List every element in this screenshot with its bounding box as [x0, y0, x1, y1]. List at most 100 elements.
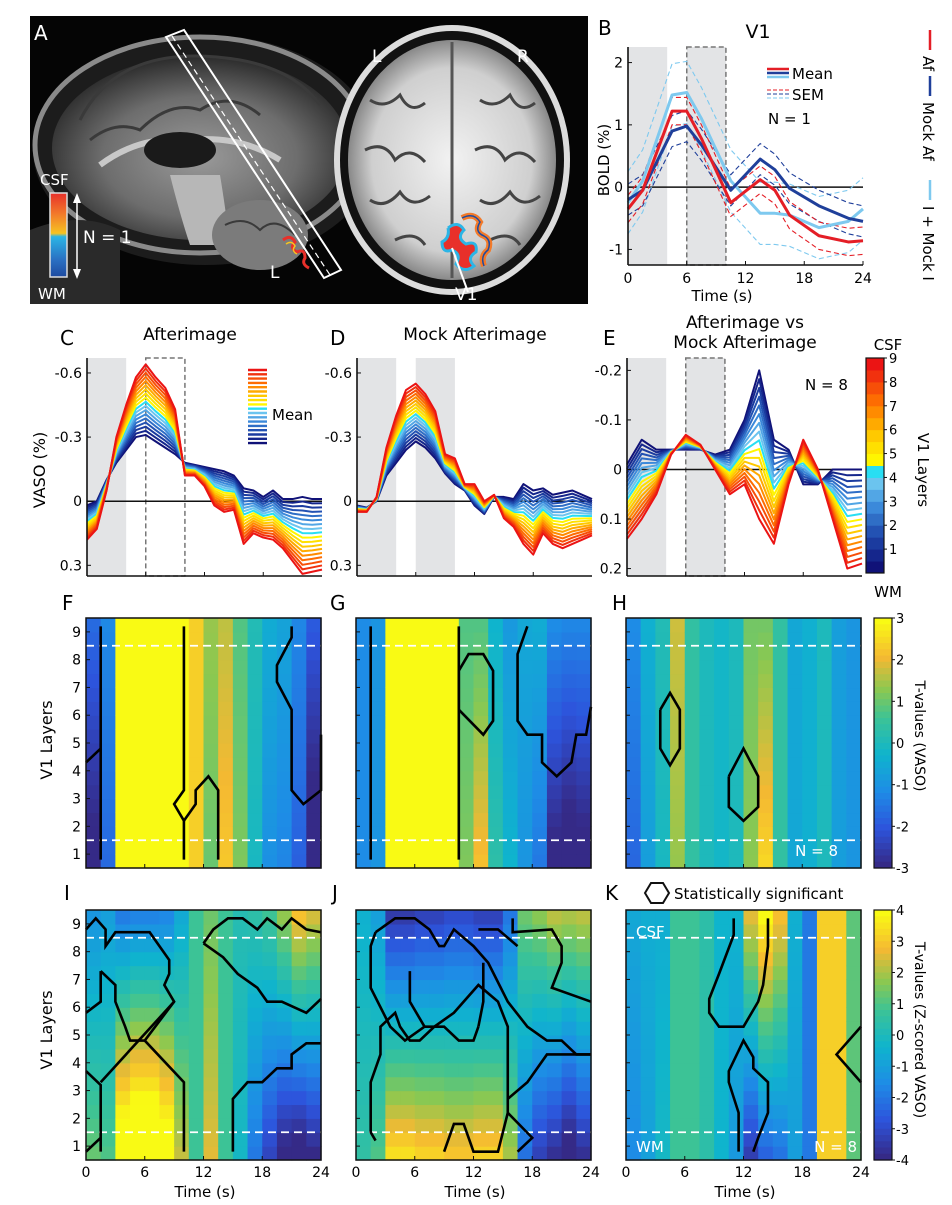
heatmap-cell	[488, 1076, 504, 1092]
heatmap-cell	[561, 1146, 577, 1161]
heatmap-cell	[385, 923, 401, 939]
heatmap-cell	[772, 1104, 789, 1119]
heatmap-cell	[203, 715, 219, 730]
y-tick-label: 2	[72, 819, 81, 835]
heatmap-cell	[488, 937, 504, 953]
heatmap-cell	[488, 729, 504, 744]
heatmap-cell	[532, 1007, 548, 1022]
heatmap-cell	[400, 756, 416, 772]
heatmap-cell	[262, 826, 278, 841]
heatmap-cell	[831, 756, 847, 772]
heatmap-cell	[306, 770, 322, 786]
heatmap-cell	[831, 937, 847, 953]
heatmap-cell	[846, 1048, 862, 1064]
heatmap-cell	[174, 1118, 190, 1133]
heatmap-cell	[787, 618, 803, 633]
heatmap-cell	[517, 993, 533, 1008]
heatmap-cell	[576, 1035, 592, 1050]
heatmap-cell	[502, 673, 519, 689]
heatmap-cell	[684, 631, 701, 647]
heatmap-cell	[429, 854, 445, 869]
heatmap-cell	[247, 1090, 263, 1106]
heatmap-cell	[699, 770, 715, 786]
heatmap-cell	[370, 1090, 386, 1106]
y-tick-label: 0	[613, 462, 622, 478]
heatmap-cell	[576, 798, 592, 814]
heatmap-cell	[517, 729, 533, 744]
heatmap-cell	[546, 1146, 563, 1161]
heatmap-cell	[743, 1048, 759, 1064]
heatmap-cell	[699, 631, 715, 647]
heatmap-cell	[546, 993, 563, 1008]
heatmap-cell	[385, 910, 401, 925]
heatmap-cell	[532, 826, 548, 841]
heatmap-cell	[546, 951, 563, 967]
heatmap-cell	[546, 826, 563, 841]
heatmap-cell	[728, 1062, 745, 1078]
heatmap-cell	[174, 618, 190, 633]
tvalue-colorbar-segment	[874, 1147, 892, 1155]
heatmap-cell	[787, 1118, 803, 1133]
heatmap-cell	[203, 659, 219, 675]
heatmap-cell	[276, 965, 293, 981]
heatmap-cell	[159, 1035, 175, 1050]
heatmap-cell	[684, 937, 701, 953]
heatmap-cell	[356, 840, 372, 855]
heatmap-cell	[444, 645, 460, 661]
heatmap-cell	[247, 798, 263, 814]
heatmap-cell	[100, 1118, 116, 1133]
x-tick-label: 18	[793, 1165, 811, 1181]
significance-contour	[506, 1053, 591, 1100]
sagittal-orientation-label: L	[270, 263, 280, 283]
heatmap-cell	[262, 715, 278, 730]
heatmap-cell	[772, 756, 789, 772]
heatmap-cell	[473, 659, 489, 675]
y-tick-label: 0	[73, 494, 82, 510]
heatmap-cell	[86, 729, 102, 744]
tvalue-colorbar-segment	[874, 935, 892, 942]
heatmap-cell	[203, 798, 219, 814]
tvalue-colorbar-segment	[874, 624, 892, 632]
heatmap-cell	[276, 1035, 293, 1050]
heatmap-cell	[291, 729, 307, 744]
layers-colorbar-tick-label: 2	[889, 519, 897, 534]
heatmap-cell	[370, 715, 386, 730]
heatmap-cell	[546, 673, 563, 689]
heatmap-cell	[802, 812, 818, 827]
heatmap-cell	[772, 854, 789, 869]
layers-colorbar-segment-4	[866, 525, 884, 538]
heatmap-cell	[306, 951, 322, 967]
heatmap-cell	[846, 812, 862, 827]
heatmap-cell	[626, 770, 642, 786]
heatmap-cell	[306, 659, 322, 675]
heatmap-cell	[400, 812, 416, 827]
heatmap-cell	[846, 1118, 862, 1133]
layer-line-6	[86, 413, 323, 522]
tvalue-colorbar-segment	[874, 674, 892, 682]
heatmap-cell	[144, 1146, 161, 1161]
significance-contour	[202, 942, 322, 1015]
heatmap-cell	[846, 715, 862, 730]
heatmap-cell	[130, 715, 146, 730]
heatmap-cell	[218, 937, 234, 953]
heatmap-cell	[546, 1132, 563, 1147]
heatmap-cell	[561, 812, 577, 827]
heatmap-cell	[728, 1076, 745, 1092]
heatmap-cell	[458, 1021, 475, 1036]
heatmap-cell	[831, 798, 847, 814]
heatmap-cell	[400, 1062, 416, 1078]
heatmap-cell	[532, 1104, 548, 1119]
heatmap-cell	[787, 729, 803, 744]
heatmap-cell	[502, 770, 519, 786]
y-tick-label: 7	[72, 680, 81, 696]
heatmap-cell	[640, 784, 656, 800]
layers-colorbar-tick-label: 1	[889, 543, 897, 558]
heatmap-cell	[414, 645, 431, 661]
heatmap-cell	[144, 645, 161, 661]
tvalue-colorbar-tick-label: 2	[896, 967, 904, 982]
heatmap-cell	[174, 1076, 190, 1092]
heatmap-cell	[218, 1062, 234, 1078]
heatmap-cell	[670, 840, 686, 855]
heatmap-cell	[276, 1048, 293, 1064]
heatmap-cell	[370, 701, 386, 716]
